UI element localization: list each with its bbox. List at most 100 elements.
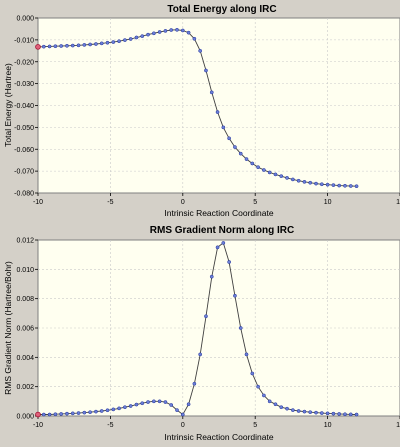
data-point[interactable] xyxy=(256,165,260,170)
data-point[interactable] xyxy=(41,44,46,49)
current-point-marker[interactable] xyxy=(35,411,41,418)
data-point[interactable] xyxy=(76,43,81,48)
data-point[interactable] xyxy=(128,37,133,41)
data-point[interactable] xyxy=(117,406,121,411)
data-point[interactable] xyxy=(250,371,255,376)
data-point[interactable] xyxy=(262,393,266,398)
data-point[interactable] xyxy=(88,42,92,47)
data-point[interactable] xyxy=(267,399,272,404)
data-point[interactable] xyxy=(273,172,278,177)
data-point[interactable] xyxy=(70,43,75,48)
data-point[interactable] xyxy=(209,274,214,279)
data-point[interactable] xyxy=(151,31,156,36)
data-point[interactable] xyxy=(169,28,174,32)
data-point[interactable] xyxy=(111,40,116,44)
data-point[interactable] xyxy=(215,110,220,114)
current-point-marker[interactable] xyxy=(35,44,41,50)
data-point[interactable] xyxy=(134,402,139,407)
data-point[interactable] xyxy=(221,241,226,245)
data-point[interactable] xyxy=(308,410,313,415)
data-point[interactable] xyxy=(198,352,203,357)
data-point[interactable] xyxy=(343,412,347,417)
data-point[interactable] xyxy=(82,410,87,415)
data-point[interactable] xyxy=(94,409,98,414)
data-point[interactable] xyxy=(244,352,249,357)
data-point[interactable] xyxy=(308,180,313,185)
data-point[interactable] xyxy=(47,412,52,417)
data-point[interactable] xyxy=(215,245,220,250)
data-point[interactable] xyxy=(94,42,98,46)
data-point[interactable] xyxy=(238,151,243,156)
data-point[interactable] xyxy=(279,174,284,179)
data-point[interactable] xyxy=(134,35,139,40)
data-point[interactable] xyxy=(180,28,185,33)
data-point[interactable] xyxy=(204,68,208,73)
data-point[interactable] xyxy=(99,41,104,46)
data-point[interactable] xyxy=(151,399,156,404)
data-point[interactable] xyxy=(146,400,150,404)
data-point[interactable] xyxy=(314,181,318,186)
data-point[interactable] xyxy=(198,48,203,53)
data-point[interactable] xyxy=(354,184,359,189)
data-point[interactable] xyxy=(331,183,336,187)
data-point[interactable] xyxy=(82,43,87,47)
data-point[interactable] xyxy=(204,314,208,319)
data-point[interactable] xyxy=(59,412,64,416)
data-point[interactable] xyxy=(146,32,150,37)
data-point[interactable] xyxy=(256,384,260,389)
data-point[interactable] xyxy=(319,182,324,187)
data-point[interactable] xyxy=(221,125,226,130)
data-point[interactable] xyxy=(250,161,255,166)
data-point[interactable] xyxy=(337,412,342,416)
data-point[interactable] xyxy=(262,168,266,172)
data-point[interactable] xyxy=(47,44,52,49)
data-point[interactable] xyxy=(192,381,197,386)
data-point[interactable] xyxy=(290,408,295,412)
data-point[interactable] xyxy=(296,409,301,413)
data-point[interactable] xyxy=(273,402,278,407)
data-point[interactable] xyxy=(314,410,318,415)
data-point[interactable] xyxy=(290,177,295,182)
data-point[interactable] xyxy=(99,409,104,413)
data-point[interactable] xyxy=(343,183,347,188)
data-point[interactable] xyxy=(169,403,174,407)
data-point[interactable] xyxy=(70,411,75,416)
data-point[interactable] xyxy=(209,90,214,95)
data-point[interactable] xyxy=(296,178,301,183)
data-point[interactable] xyxy=(117,39,121,44)
data-point[interactable] xyxy=(157,30,162,34)
data-point[interactable] xyxy=(354,412,359,417)
data-point[interactable] xyxy=(88,410,92,415)
data-point[interactable] xyxy=(348,184,353,188)
data-point[interactable] xyxy=(267,170,272,175)
data-point[interactable] xyxy=(59,44,64,48)
data-point[interactable] xyxy=(128,404,133,408)
data-point[interactable] xyxy=(227,136,231,141)
data-point[interactable] xyxy=(111,407,116,412)
data-point[interactable] xyxy=(175,27,179,32)
data-point[interactable] xyxy=(157,399,162,404)
data-point[interactable] xyxy=(233,145,237,149)
data-point[interactable] xyxy=(186,402,191,407)
data-point[interactable] xyxy=(65,411,69,416)
data-point[interactable] xyxy=(140,34,145,39)
data-point[interactable] xyxy=(325,182,330,187)
data-point[interactable] xyxy=(302,409,307,414)
data-point[interactable] xyxy=(123,405,127,410)
data-point[interactable] xyxy=(192,36,197,41)
data-point[interactable] xyxy=(53,412,58,417)
data-point[interactable] xyxy=(238,326,243,330)
data-point[interactable] xyxy=(285,176,289,180)
data-point[interactable] xyxy=(325,411,330,416)
data-point[interactable] xyxy=(279,405,284,410)
data-point[interactable] xyxy=(227,260,231,264)
data-point[interactable] xyxy=(319,411,324,415)
data-point[interactable] xyxy=(180,412,185,417)
data-point[interactable] xyxy=(233,293,237,298)
data-point[interactable] xyxy=(302,179,307,184)
data-point[interactable] xyxy=(123,38,127,42)
data-point[interactable] xyxy=(244,157,249,161)
data-point[interactable] xyxy=(331,411,336,416)
data-point[interactable] xyxy=(348,412,353,417)
data-point[interactable] xyxy=(163,400,168,404)
